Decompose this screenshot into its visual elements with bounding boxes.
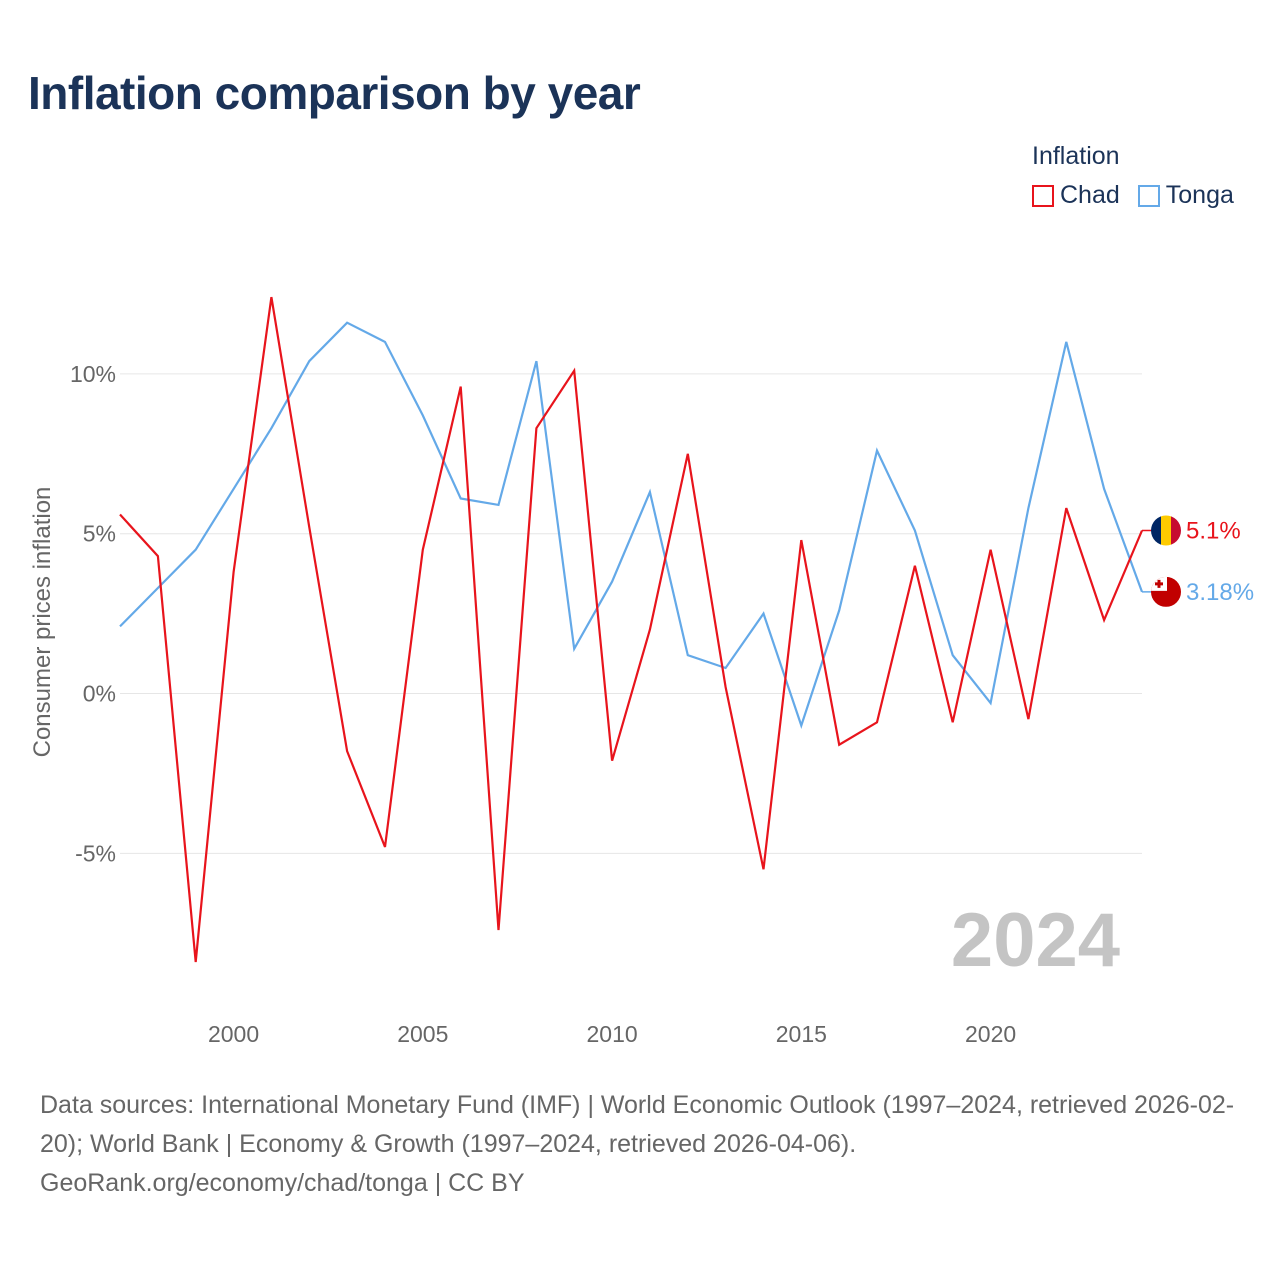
- y-tick-label: 10%: [70, 361, 116, 387]
- data-point-chad: [572, 369, 576, 373]
- data-point-tonga: [837, 608, 841, 612]
- legend-title: Inflation: [1032, 142, 1120, 170]
- x-tick-label: 2005: [397, 1021, 448, 1047]
- data-point-chad: [951, 720, 955, 724]
- data-point-tonga: [913, 528, 917, 532]
- data-point-tonga: [307, 359, 311, 363]
- end-label-chad: 5.1%: [1186, 517, 1241, 544]
- data-point-tonga: [459, 497, 463, 501]
- data-point-tonga: [269, 426, 273, 430]
- data-point-tonga: [951, 653, 955, 657]
- footer: Data sources: International Monetary Fun…: [40, 1086, 1250, 1203]
- data-point-chad: [686, 452, 690, 456]
- data-point-chad: [799, 538, 803, 542]
- series-line-tonga: [119, 321, 1144, 729]
- y-tick-label: 5%: [83, 521, 116, 547]
- data-point-tonga: [875, 449, 879, 453]
- year-watermark: 2024: [951, 898, 1120, 983]
- legend-swatch-tonga: [1137, 184, 1160, 207]
- data-sources-text: Data sources: International Monetary Fun…: [40, 1091, 1235, 1158]
- data-point-tonga: [534, 359, 538, 363]
- legend-swatch-chad: [1032, 184, 1054, 207]
- chad-flag-stripes: [1151, 515, 1181, 546]
- data-point-tonga: [421, 413, 425, 417]
- chad-flag-blue: [1151, 515, 1161, 546]
- data-point-chad: [118, 513, 122, 517]
- data-point-tonga: [572, 647, 576, 651]
- tonga-flag-cross-h: [1155, 582, 1163, 586]
- legend: Inflation Chad Tonga: [1032, 142, 1234, 210]
- data-point-tonga: [724, 666, 728, 670]
- data-point-chad: [1026, 717, 1030, 721]
- data-point-tonga: [156, 586, 160, 590]
- chad-flag-red: [1171, 515, 1181, 546]
- data-point-chad: [421, 548, 425, 552]
- series-line-chad: [119, 296, 1144, 963]
- data-point-chad: [648, 628, 652, 632]
- data-point-chad: [761, 867, 765, 871]
- data-point-tonga: [686, 653, 690, 657]
- data-point-tonga: [1102, 487, 1106, 491]
- legend-item-tonga[interactable]: Tonga: [1137, 181, 1234, 210]
- data-point-chad: [232, 570, 236, 574]
- data-point-chad: [269, 295, 273, 299]
- data-point-chad: [194, 960, 198, 964]
- chad-flag-yellow: [1161, 515, 1171, 546]
- y-tick-label: 0%: [83, 681, 116, 707]
- tonga-flag-fields: [1151, 576, 1181, 607]
- credit-text: GeoRank.org/economy/chad/tonga | CC BY: [40, 1169, 525, 1197]
- data-point-tonga: [1064, 340, 1068, 344]
- data-point-chad: [307, 525, 311, 529]
- data-point-tonga: [799, 723, 803, 727]
- x-tick-label: 2000: [208, 1021, 259, 1047]
- data-point-tonga: [383, 340, 387, 344]
- x-tick-label: 2020: [965, 1021, 1016, 1047]
- data-point-tonga: [761, 612, 765, 616]
- data-point-tonga: [118, 624, 122, 628]
- legend-item-chad[interactable]: Chad: [1032, 181, 1120, 210]
- data-point-tonga: [194, 548, 198, 552]
- data-point-chad: [156, 554, 160, 558]
- data-point-chad: [459, 385, 463, 389]
- data-point-chad: [497, 928, 501, 932]
- y-axis-label: Consumer prices inflation: [29, 487, 56, 758]
- end-label-tonga: 3.18%: [1186, 579, 1254, 606]
- data-point-chad: [1064, 506, 1068, 510]
- data-point-chad: [1102, 618, 1106, 622]
- legend-label-chad: Chad: [1060, 181, 1120, 209]
- x-tick-label: 2015: [776, 1021, 827, 1047]
- data-point-tonga: [1026, 506, 1030, 510]
- data-point-tonga: [345, 321, 349, 325]
- data-point-chad: [610, 759, 614, 763]
- chart-title: Inflation comparison by year: [28, 67, 641, 119]
- data-point-chad: [875, 720, 879, 724]
- data-point-tonga: [610, 580, 614, 584]
- data-point-tonga: [989, 701, 993, 705]
- data-point-chad: [534, 426, 538, 430]
- tonga-flag: [1151, 576, 1181, 607]
- x-tick-label: 2010: [586, 1021, 637, 1047]
- data-point-chad: [837, 743, 841, 747]
- data-point-tonga: [648, 490, 652, 494]
- data-point-chad: [989, 548, 993, 552]
- data-point-chad: [383, 845, 387, 849]
- data-point-chad: [345, 749, 349, 753]
- y-tick-label: -5%: [75, 840, 116, 866]
- legend-label-tonga: Tonga: [1165, 181, 1234, 209]
- data-point-tonga: [232, 487, 236, 491]
- chad-flag: [1151, 515, 1181, 546]
- data-point-tonga: [497, 503, 501, 507]
- data-point-chad: [913, 564, 917, 568]
- data-point-chad: [724, 685, 728, 689]
